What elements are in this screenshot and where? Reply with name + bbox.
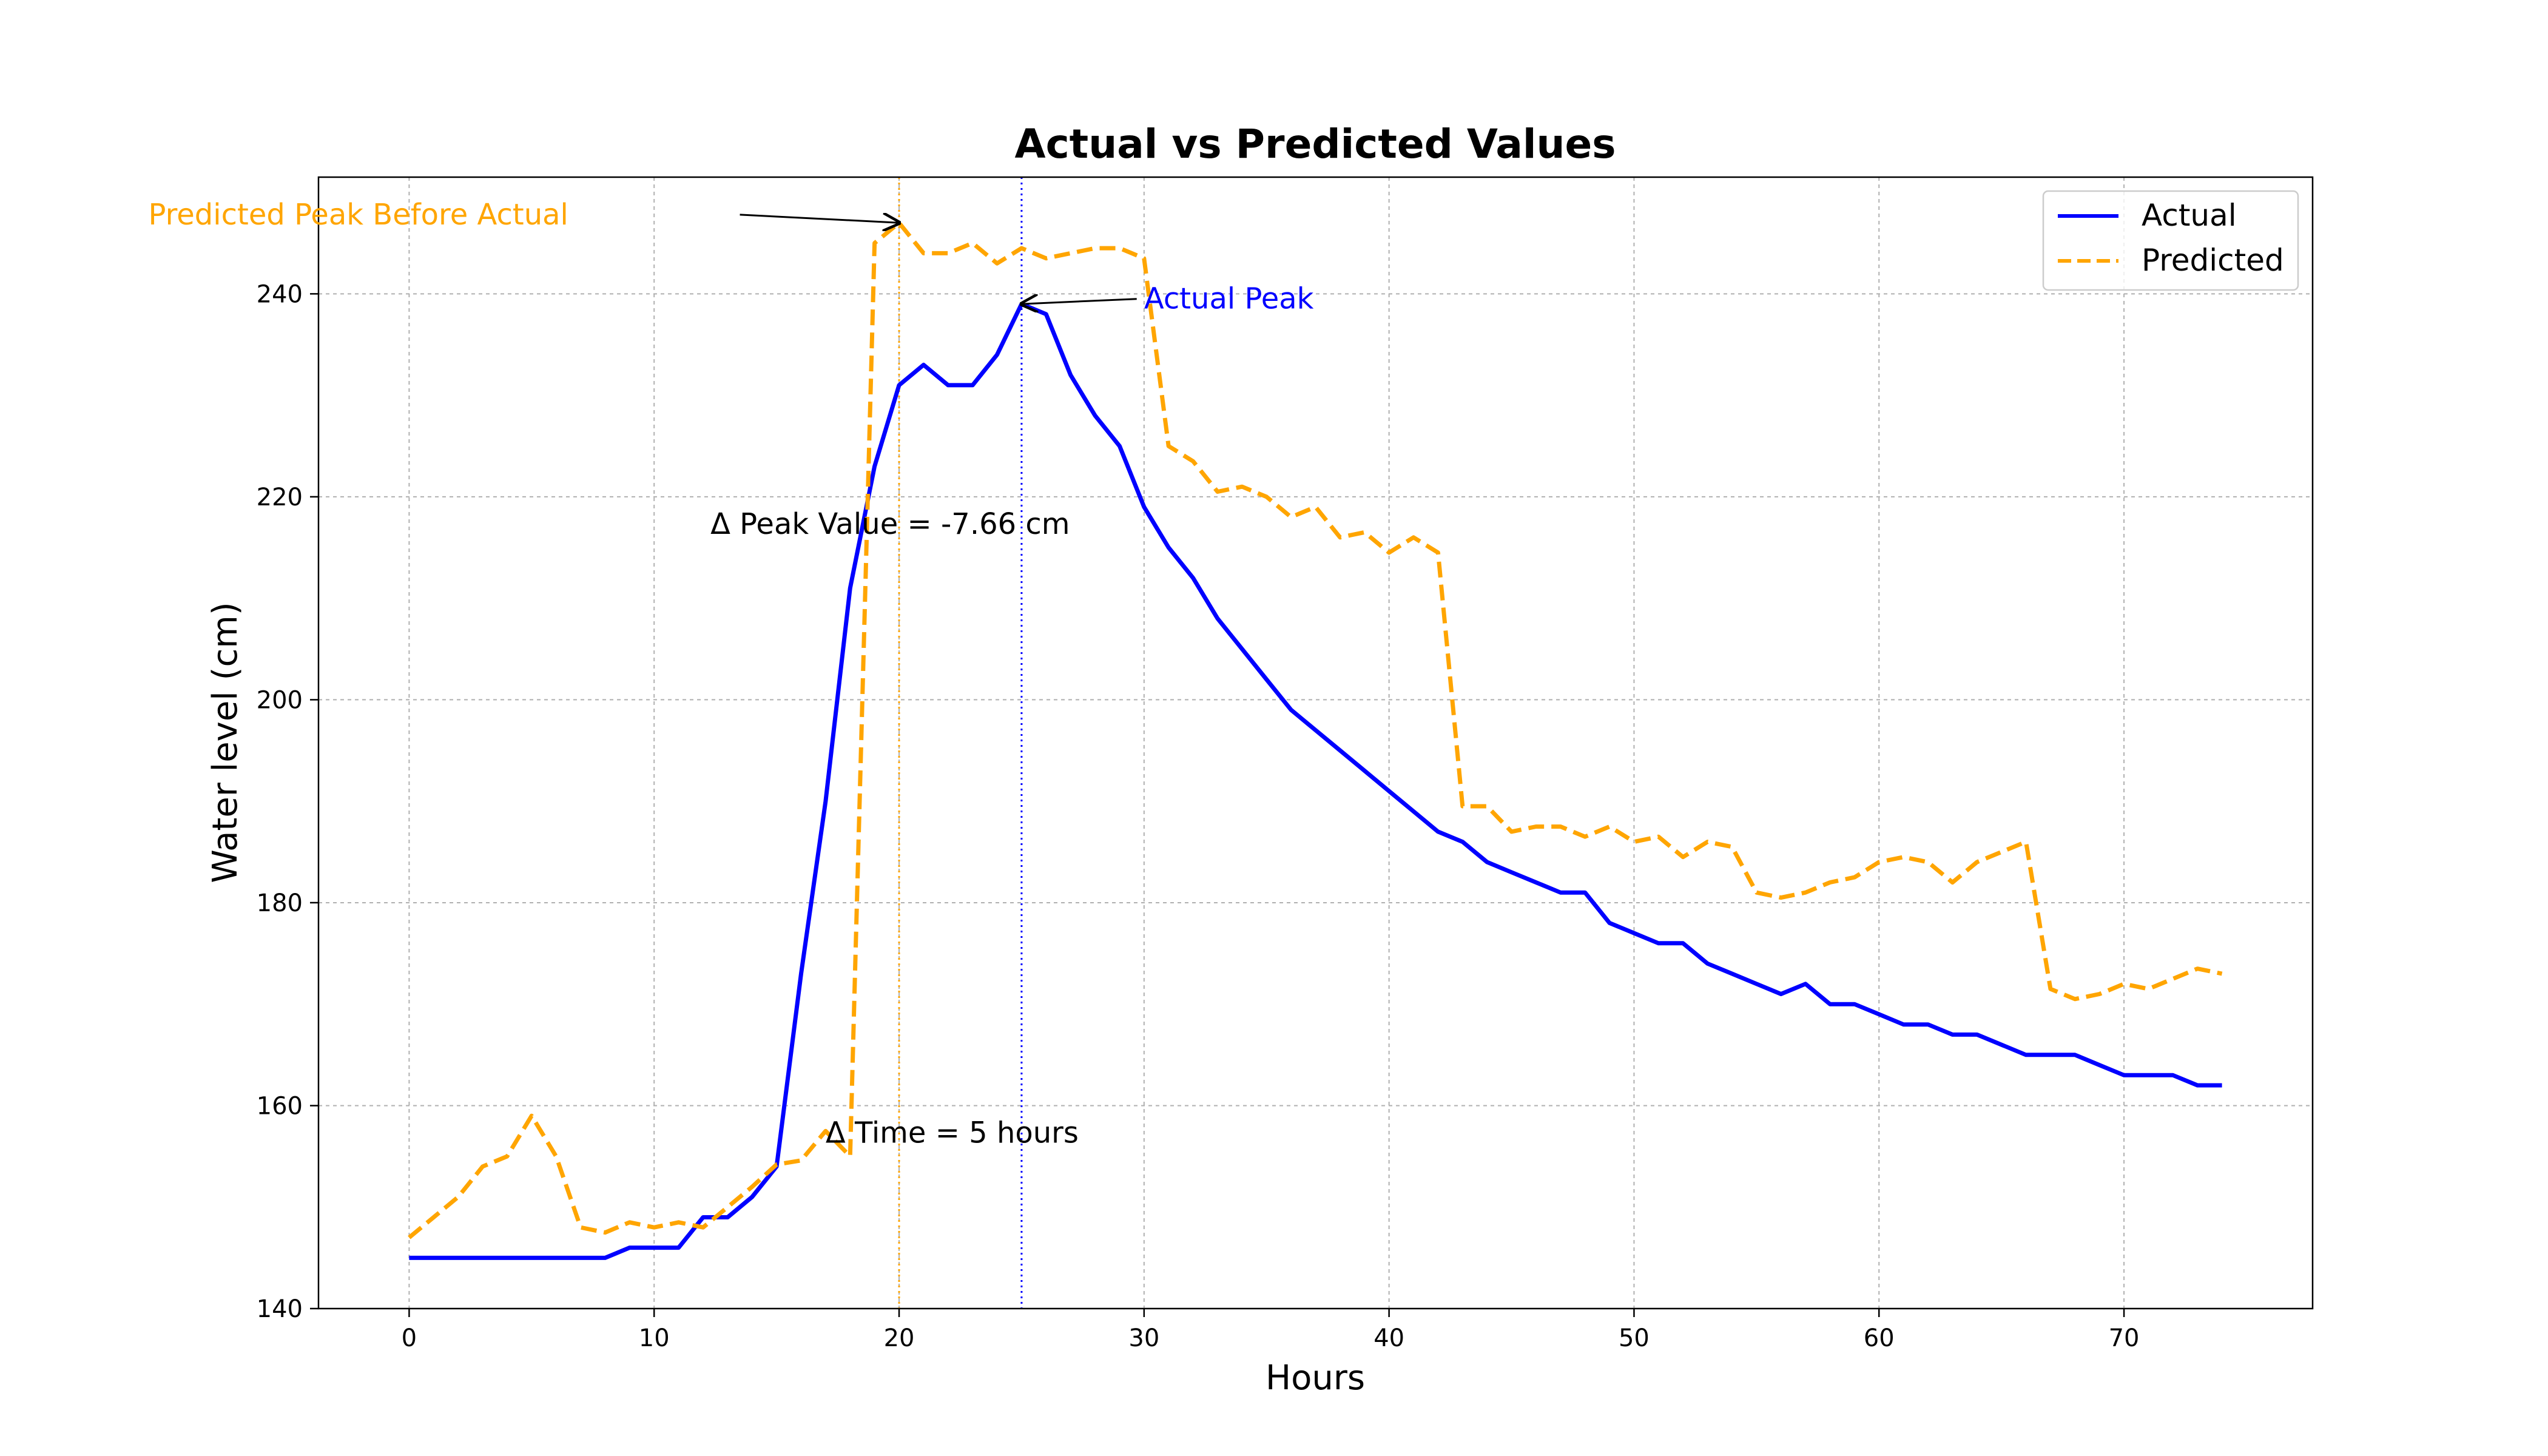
annotation-arrow-1 — [1022, 299, 1137, 304]
annotation-text-0: Predicted Peak Before Actual — [148, 198, 568, 232]
x-tick-label: 30 — [1128, 1324, 1159, 1352]
legend-label-predicted: Predicted — [2142, 243, 2284, 278]
x-tick-label: 40 — [1373, 1324, 1404, 1352]
y-tick-label: 180 — [257, 889, 303, 917]
legend-label-actual: Actual — [2142, 198, 2237, 233]
y-tick-label: 200 — [257, 686, 303, 714]
y-tick-label: 140 — [257, 1295, 303, 1323]
series-lines — [408, 220, 2223, 1260]
series-line-predicted — [408, 220, 2223, 1239]
x-tick-label: 60 — [1864, 1324, 1895, 1352]
annotation-arrow-0 — [740, 215, 899, 223]
y-axis-ticks: 140 160 180 200 220 240 — [257, 280, 318, 1323]
series-line-actual — [409, 302, 2222, 1260]
x-axis-label: Hours — [1266, 1358, 1365, 1398]
plot-frame — [317, 176, 2314, 1310]
x-axis-ticks: 0 10 20 30 40 50 60 70 — [402, 1309, 2140, 1352]
y-tick-label: 240 — [257, 280, 303, 308]
x-tick-label: 10 — [639, 1324, 670, 1352]
chart-title: Actual vs Predicted Values — [1014, 121, 1616, 167]
legend: Actual Predicted — [2042, 190, 2299, 291]
annotations: Predicted Peak Before Actual Actual Peak Δ… — [148, 198, 1313, 1150]
x-tick-label: 70 — [2109, 1324, 2140, 1352]
x-tick-label: 0 — [402, 1324, 417, 1352]
x-tick-label: 50 — [1619, 1324, 1650, 1352]
y-axis-label: Water level (cm) — [206, 602, 245, 883]
y-tick-label: 220 — [257, 484, 303, 511]
y-tick-label: 160 — [257, 1092, 303, 1120]
annotation-text-3: Δ Time = 5 hours — [826, 1116, 1079, 1150]
x-tick-label: 20 — [884, 1324, 915, 1352]
annotation-text-2: Δ Peak Value = -7.66 cm — [710, 507, 1070, 541]
annotation-text-1: Actual Peak — [1144, 282, 1314, 316]
